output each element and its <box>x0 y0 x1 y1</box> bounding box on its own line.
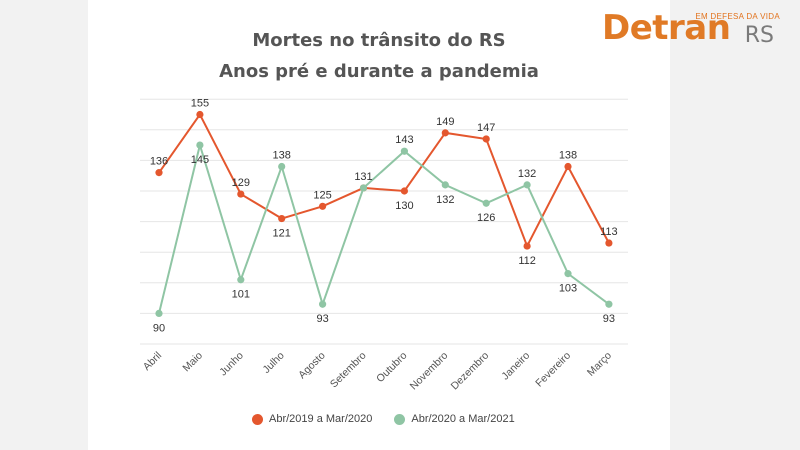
data-label-series-2: 143 <box>395 134 413 146</box>
x-tick-label: Maio <box>180 350 205 375</box>
brand-suffix: RS <box>744 23 774 48</box>
data-point-series-2 <box>155 309 163 317</box>
data-label-series-2: 93 <box>316 313 328 325</box>
data-point-series-1 <box>319 202 327 210</box>
data-label-series-1: 138 <box>559 150 577 162</box>
data-label-series-1: 147 <box>477 122 495 134</box>
data-point-series-1 <box>482 135 490 143</box>
data-label-series-2: 145 <box>191 154 209 166</box>
series-line-2 <box>158 141 610 314</box>
data-label-series-1: 125 <box>313 189 331 201</box>
data-point-series-1 <box>278 214 286 223</box>
data-label-series-2: 132 <box>518 168 536 180</box>
data-label-series-1: 112 <box>518 255 536 267</box>
data-point-series-2 <box>278 162 286 171</box>
chart-legend: Abr/2019 a Mar/2020 Abr/2020 a Mar/2021 <box>252 413 515 425</box>
x-tick-label: Dezembro <box>449 350 492 393</box>
data-point-series-2 <box>441 181 449 189</box>
data-point-series-2 <box>482 199 490 207</box>
data-point-series-2 <box>359 184 368 192</box>
x-tick-label: Fevereiro <box>533 350 573 390</box>
chart-subtitle: Anos pré e durante a pandemia <box>219 61 539 82</box>
data-point-series-1 <box>155 169 163 177</box>
data-label-series-1: 113 <box>600 226 618 238</box>
x-tick-label: Setembro <box>328 350 369 391</box>
chart-title: Mortes no trânsito do RS <box>252 30 506 51</box>
series-line-1 <box>158 112 610 249</box>
brand-name: Detran <box>602 8 731 48</box>
data-label-series-1: 155 <box>191 98 209 110</box>
x-tick-label: Abril <box>141 350 164 373</box>
data-label-series-2: 138 <box>273 150 291 162</box>
data-point-series-1 <box>564 162 572 171</box>
data-label-series-2: 126 <box>477 212 495 224</box>
data-label-series-1: 121 <box>273 228 291 240</box>
x-tick-label: Janeiro <box>499 350 532 383</box>
data-point-series-2 <box>237 276 245 284</box>
legend-label-series-2: Abr/2020 a Mar/2021 <box>411 413 515 425</box>
legend-swatch-series-1 <box>252 413 263 425</box>
data-point-series-1 <box>441 129 449 137</box>
data-point-series-2 <box>196 141 204 149</box>
legend-swatch-series-2 <box>394 413 406 425</box>
detran-logo: EM DEFESA DA VIDA Detran RS <box>596 6 786 58</box>
x-tick-label: Novembro <box>408 350 451 393</box>
chart-card <box>88 0 670 450</box>
legend-item-series-2: Abr/2020 a Mar/2021 <box>394 413 515 425</box>
brand-tagline: EM DEFESA DA VIDA <box>695 12 780 21</box>
x-tick-label: Junho <box>217 350 246 379</box>
data-point-series-1 <box>605 239 613 247</box>
data-point-series-2 <box>400 147 408 155</box>
x-tick-label: Outubro <box>374 350 409 385</box>
data-label-series-1: 131 <box>354 171 372 183</box>
x-tick-label: Agosto <box>296 350 328 382</box>
data-point-series-1 <box>237 190 245 198</box>
data-point-series-1 <box>400 187 408 195</box>
data-label-series-2: 101 <box>232 289 250 301</box>
data-point-series-2 <box>605 300 613 308</box>
data-point-series-1 <box>523 242 531 250</box>
data-label-series-1: 130 <box>395 200 413 212</box>
x-tick-label: Março <box>585 350 614 379</box>
data-label-series-1: 149 <box>436 116 454 128</box>
data-label-series-1: 129 <box>232 177 250 189</box>
x-tick-label: Julho <box>261 350 287 376</box>
data-label-series-1: 136 <box>150 156 168 168</box>
data-label-series-2: 93 <box>603 313 615 325</box>
data-label-series-2: 103 <box>559 283 577 295</box>
data-label-series-2: 132 <box>436 194 454 206</box>
legend-item-series-1: Abr/2019 a Mar/2020 <box>252 413 372 425</box>
data-point-series-2 <box>319 300 327 308</box>
data-point-series-1 <box>196 110 204 119</box>
data-point-series-2 <box>523 181 531 189</box>
data-point-series-2 <box>564 270 572 278</box>
data-label-series-2: 90 <box>153 322 165 334</box>
legend-label-series-1: Abr/2019 a Mar/2020 <box>269 413 373 425</box>
